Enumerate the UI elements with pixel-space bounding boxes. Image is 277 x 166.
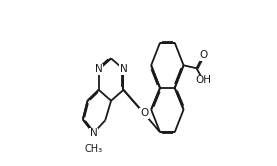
Text: O: O	[199, 50, 207, 60]
Text: OH: OH	[195, 75, 211, 85]
Text: N: N	[89, 128, 97, 138]
Text: N: N	[120, 64, 127, 74]
Text: CH₃: CH₃	[84, 144, 102, 154]
Text: O: O	[140, 109, 148, 119]
Text: N: N	[95, 64, 102, 74]
